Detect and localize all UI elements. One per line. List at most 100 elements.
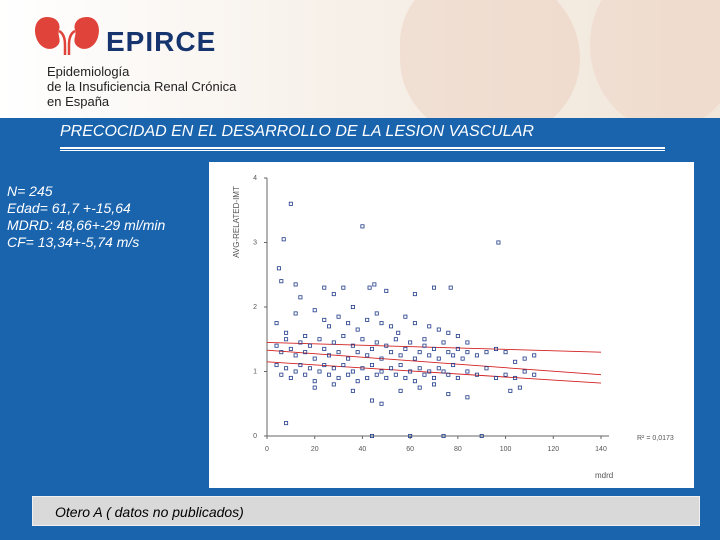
data-point [484, 366, 489, 371]
data-point [322, 317, 327, 322]
data-point [367, 285, 372, 290]
data-point [446, 330, 451, 335]
data-point [389, 366, 394, 371]
data-point [341, 363, 346, 368]
data-point [365, 375, 370, 380]
data-point [451, 363, 456, 368]
organization-name: Epidemiología de la Insuficiencia Renal … [47, 64, 236, 109]
x-tick-label: 20 [311, 446, 319, 453]
data-point [474, 353, 479, 358]
data-point [494, 375, 499, 380]
data-point [441, 369, 446, 374]
data-point [460, 356, 465, 361]
source-note: Otero A ( datos no publicados) [55, 504, 244, 520]
data-point [327, 353, 332, 358]
data-point [436, 327, 441, 332]
data-point [398, 388, 403, 393]
data-point [322, 346, 327, 351]
data-point [403, 346, 408, 351]
data-point [274, 363, 279, 368]
data-point [341, 285, 346, 290]
data-point [398, 353, 403, 358]
data-point [312, 385, 317, 390]
y-axis-label: AVG-RELATED-IMT [232, 186, 241, 258]
data-point [298, 363, 303, 368]
data-point [455, 346, 460, 351]
data-point [374, 340, 379, 345]
data-point [303, 334, 308, 339]
data-point [503, 350, 508, 355]
data-point [355, 350, 360, 355]
data-point [389, 350, 394, 355]
y-tick-label: 4 [253, 175, 257, 182]
org-line: Epidemiología [47, 64, 130, 79]
source-footer: Otero A ( datos no publicados) [32, 496, 700, 526]
data-point [284, 337, 289, 342]
data-point [412, 321, 417, 326]
data-point [431, 382, 436, 387]
y-tick-label: 1 [253, 369, 257, 376]
data-point [279, 279, 284, 284]
title-underline [60, 147, 665, 151]
y-tick-label: 0 [253, 433, 257, 440]
data-point [446, 372, 451, 377]
data-point [350, 343, 355, 348]
data-point [307, 366, 312, 371]
data-point [360, 224, 365, 229]
x-tick-label: 120 [547, 446, 559, 453]
data-point [384, 375, 389, 380]
data-point [465, 340, 470, 345]
data-point [408, 340, 413, 345]
x-tick-label: 0 [265, 446, 269, 453]
data-point [327, 372, 332, 377]
data-point [374, 372, 379, 377]
data-point [341, 334, 346, 339]
data-point [365, 317, 370, 322]
data-point [293, 353, 298, 358]
data-point [317, 337, 322, 342]
header-banner: EPIRCE Epidemiología de la Insuficiencia… [0, 0, 720, 118]
data-point [284, 421, 289, 426]
data-point [474, 372, 479, 377]
data-point [284, 366, 289, 371]
x-tick-label: 40 [359, 446, 367, 453]
data-point [350, 388, 355, 393]
data-point [422, 372, 427, 377]
data-point [372, 282, 377, 287]
org-line: de la Insuficiencia Renal Crónica [47, 79, 237, 94]
stat-cf: CF= 13,34+-5,74 m/s [7, 234, 140, 250]
data-point [369, 433, 374, 438]
data-point [369, 346, 374, 351]
data-point [279, 372, 284, 377]
data-point [427, 353, 432, 358]
data-point [393, 372, 398, 377]
data-point [350, 304, 355, 309]
data-point [417, 350, 422, 355]
x-tick-label: 100 [500, 446, 512, 453]
y-tick-label: 2 [253, 304, 257, 311]
data-point [293, 282, 298, 287]
decorative-kidney-shape [400, 0, 580, 118]
x-tick-label: 80 [454, 446, 462, 453]
data-point [451, 353, 456, 358]
data-point [403, 314, 408, 319]
org-line: en España [47, 94, 110, 109]
data-point [312, 356, 317, 361]
data-point [331, 366, 336, 371]
data-point [422, 343, 427, 348]
data-point [336, 350, 341, 355]
data-point [327, 324, 332, 329]
data-point [465, 369, 470, 374]
data-point [346, 321, 351, 326]
data-point [389, 324, 394, 329]
data-point [346, 372, 351, 377]
brand-name: EPIRCE [106, 26, 217, 57]
data-point [293, 311, 298, 316]
data-point [331, 382, 336, 387]
data-point [369, 398, 374, 403]
data-point [455, 375, 460, 380]
r2-label: R² = 0,0173 [637, 435, 674, 442]
data-point [448, 285, 453, 290]
data-point [403, 375, 408, 380]
